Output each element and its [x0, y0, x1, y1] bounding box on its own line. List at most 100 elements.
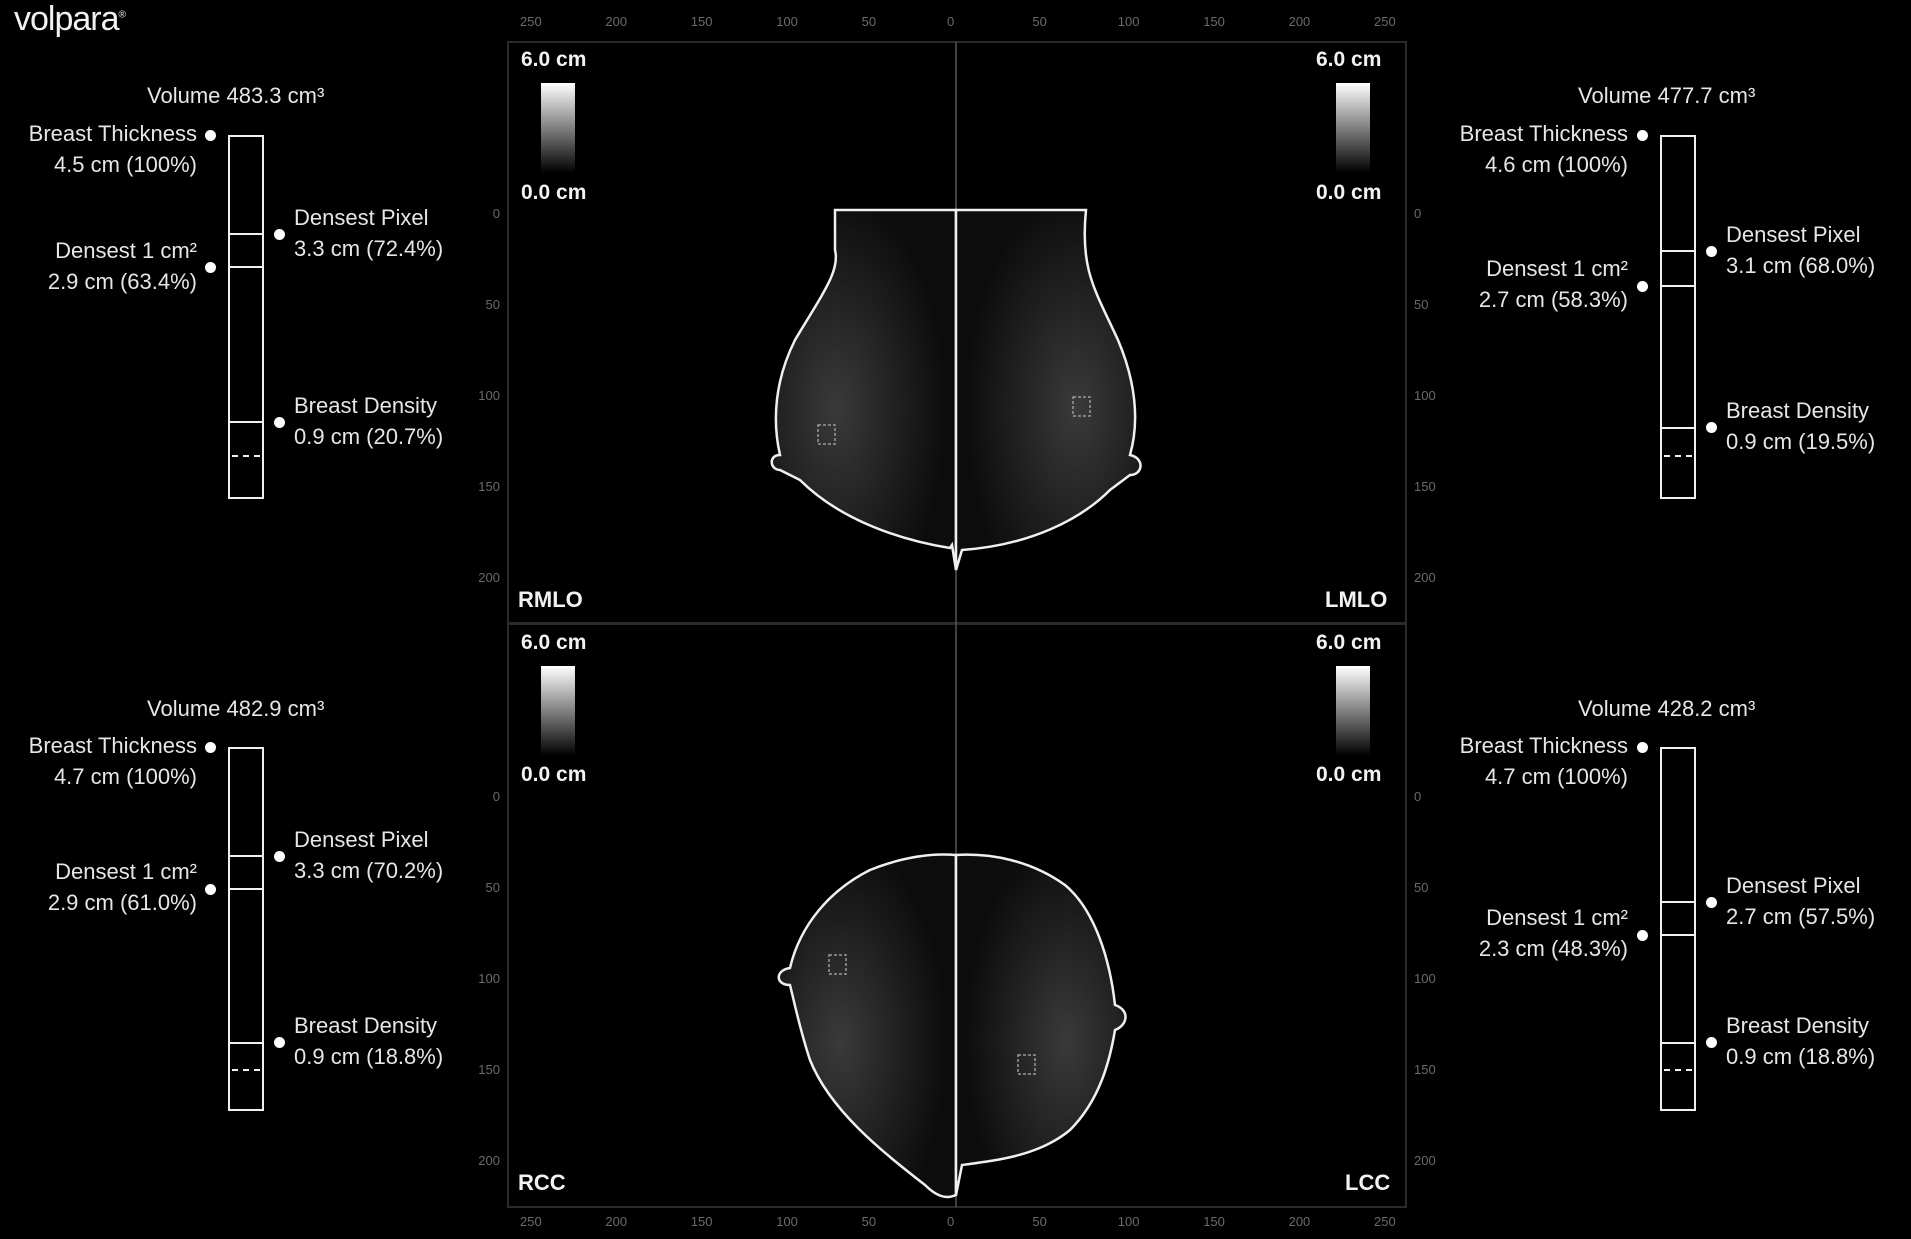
- rmlo-densest-pixel-title: Densest Pixel: [294, 205, 429, 230]
- rcc-volume: Volume 482.9 cm³: [147, 696, 325, 721]
- rmlo-scale-max: 6.0 cm: [521, 48, 587, 71]
- logo-mark: ®: [118, 9, 126, 21]
- y-tick-label-right: 0: [1414, 789, 1422, 804]
- lcc-densest1cm-marker: [1637, 930, 1648, 941]
- lmlo-scale-max: 6.0 cm: [1316, 48, 1382, 71]
- lmlo-densest1cm-line: [1660, 285, 1696, 287]
- x-tick-label: 150: [1203, 1214, 1225, 1229]
- y-tick-label-left: 100: [478, 388, 500, 403]
- rcc-colorbar: [541, 666, 575, 756]
- lcc-label: LCC: [1345, 1170, 1391, 1195]
- x-tick-label: 150: [1203, 14, 1225, 29]
- lcc-volume: Volume 428.2 cm³: [1578, 696, 1756, 721]
- rcc-density-value: 0.9 cm (18.8%): [294, 1044, 444, 1069]
- rmlo-densest-pixel-line: [228, 233, 264, 235]
- lcc-densest-roi: [1017, 1054, 1036, 1075]
- logo-text: volpara: [14, 0, 120, 38]
- y-tick-label-right: 150: [1414, 479, 1436, 494]
- x-tick-label: 250: [520, 14, 542, 29]
- rcc-label: RCC: [518, 1170, 566, 1195]
- rmlo-label: RMLO: [518, 587, 583, 612]
- y-tick-label-right: 150: [1414, 1062, 1436, 1077]
- lcc-density-value: 0.9 cm (18.8%): [1726, 1044, 1876, 1069]
- y-tick-label-left: 50: [485, 297, 500, 312]
- rmlo-densest1cm-title: Densest 1 cm²: [55, 238, 197, 263]
- lcc-density-line: [1660, 1042, 1696, 1044]
- lmlo-density-line: [1660, 427, 1696, 429]
- rcc-scale-max: 6.0 cm: [521, 631, 587, 654]
- x-tick-label: 200: [605, 14, 628, 29]
- rmlo-density-marker: [274, 417, 285, 428]
- lmlo-densest1cm-marker: [1637, 281, 1648, 292]
- rcc-densest-pixel-line: [228, 855, 264, 857]
- lmlo-density-marker: [1706, 422, 1717, 433]
- x-tick-label: 100: [776, 14, 798, 29]
- rcc-densest1cm-marker: [205, 884, 216, 895]
- x-tick-label: 250: [520, 1214, 542, 1229]
- x-tick-label: 50: [1032, 1214, 1047, 1229]
- rcc-density-title: Breast Density: [294, 1013, 438, 1038]
- y-tick-label-left: 150: [478, 479, 500, 494]
- y-tick-label-right: 200: [1414, 1153, 1436, 1168]
- rcc-breast-outline: [777, 853, 958, 1199]
- lmlo-breast-outline: [954, 208, 1142, 571]
- lmlo-densest-pixel-value: 3.1 cm (68.0%): [1726, 253, 1876, 278]
- lcc-densest-pixel-line: [1660, 901, 1696, 903]
- rmlo-densest-roi: [817, 424, 836, 445]
- rmlo-density-value: 0.9 cm (20.7%): [294, 424, 444, 449]
- rcc-scale-min: 0.0 cm: [521, 763, 587, 786]
- lmlo-label: LMLO: [1325, 587, 1388, 612]
- rcc-densest1cm-value: 2.9 cm (61.0%): [47, 890, 197, 915]
- lmlo-densest-pixel-line: [1660, 250, 1696, 252]
- rcc-densest1cm-line: [228, 888, 264, 890]
- lmlo-thickness-bar: [1660, 135, 1696, 499]
- y-tick-label-left: 0: [492, 789, 500, 804]
- lcc-densest-pixel-marker: [1706, 897, 1717, 908]
- rcc-density-line: [228, 1042, 264, 1044]
- x-tick-label: 100: [776, 1214, 798, 1229]
- lcc-thickness-title: Breast Thickness: [1459, 733, 1628, 758]
- rcc-thickness-bar: [228, 747, 264, 1111]
- lmlo-densest-pixel-marker: [1706, 246, 1717, 257]
- lmlo-density-dashed-line: [1664, 455, 1692, 457]
- rmlo-thickness-bar: [228, 135, 264, 499]
- lcc-breast-outline: [954, 853, 1127, 1196]
- lcc-scale-max: 6.0 cm: [1316, 631, 1382, 654]
- rcc-densest-pixel-value: 3.3 cm (70.2%): [294, 858, 444, 883]
- x-tick-label: 50: [861, 14, 877, 29]
- rmlo-scale-min: 0.0 cm: [521, 181, 587, 204]
- y-tick-label-right: 50: [1414, 880, 1429, 895]
- y-tick-label-right: 200: [1414, 570, 1436, 585]
- y-tick-label-left: 150: [478, 1062, 500, 1077]
- x-tick-label: 0: [947, 1214, 955, 1229]
- lcc-densest1cm-value: 2.3 cm (48.3%): [1478, 936, 1628, 961]
- rmlo-colorbar: [541, 83, 575, 173]
- rcc-densest-pixel-marker: [274, 851, 285, 862]
- lmlo-thickness-marker: [1637, 130, 1648, 141]
- volpara-logo: volpara®: [14, 0, 126, 39]
- lmlo-volume: Volume 477.7 cm³: [1578, 83, 1756, 108]
- x-tick-label: 200: [1288, 1214, 1311, 1229]
- rmlo-density-title: Breast Density: [294, 393, 438, 418]
- y-tick-label-right: 50: [1414, 297, 1429, 312]
- rmlo-thickness-marker: [205, 130, 216, 141]
- x-tick-label: 200: [605, 1214, 628, 1229]
- rmlo-volume: Volume 483.3 cm³: [147, 83, 325, 108]
- rcc-thickness-title: Breast Thickness: [28, 733, 197, 758]
- lmlo-densest-roi: [1072, 396, 1091, 417]
- lcc-density-title: Breast Density: [1726, 1013, 1870, 1038]
- y-tick-label-right: 100: [1414, 388, 1436, 403]
- y-tick-label-left: 100: [478, 971, 500, 986]
- lcc-scale-min: 0.0 cm: [1316, 763, 1382, 786]
- rmlo-densest1cm-line: [228, 266, 264, 268]
- x-tick-label: 50: [861, 1214, 877, 1229]
- lmlo-density-title: Breast Density: [1726, 398, 1870, 423]
- y-tick-label-left: 200: [478, 1153, 500, 1168]
- lcc-thickness-bar: [1660, 747, 1696, 1111]
- lcc-densest1cm-line: [1660, 934, 1696, 936]
- lcc-thickness-value: 4.7 cm (100%): [1484, 764, 1628, 789]
- rcc-density-marker: [274, 1037, 285, 1048]
- lcc-densest1cm-title: Densest 1 cm²: [1486, 905, 1628, 930]
- rmlo-breast-outline: [770, 208, 958, 571]
